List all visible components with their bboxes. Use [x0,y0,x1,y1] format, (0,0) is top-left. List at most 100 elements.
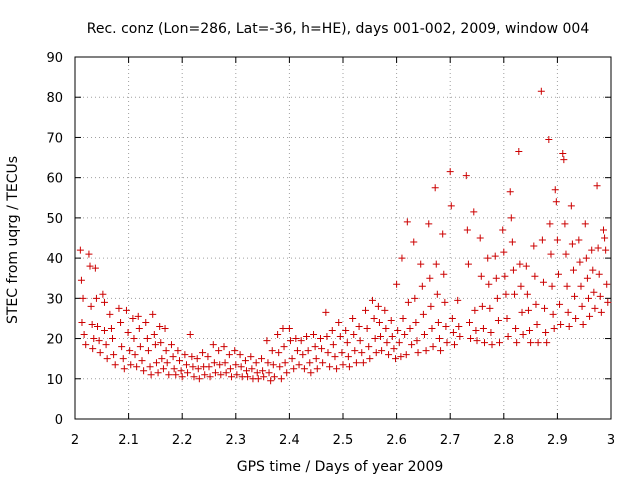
data-point [102,341,110,349]
data-point [515,148,523,156]
data-point [149,310,157,318]
data-point [237,363,245,371]
data-point [411,294,419,302]
data-point [268,347,276,355]
data-point [338,349,346,357]
x-tick-label: 2.6 [386,433,407,448]
data-point [169,353,177,361]
data-point [366,355,374,363]
data-point [226,365,234,373]
data-point [422,347,430,355]
data-point [383,339,391,347]
data-point [333,365,341,373]
data-point [476,234,484,242]
data-point [418,282,426,290]
data-point [446,168,454,176]
x-tick-labels: 2 2.1 2.2 2.3 2.4 2.5 2.6 2.7 2.8 2.9 3 [71,433,615,448]
data-point [157,339,165,347]
data-point [433,290,441,298]
data-point [550,325,558,332]
x-tick-label: 3 [607,433,615,448]
data-point [109,335,117,343]
data-point [131,351,139,359]
data-point [493,294,501,302]
data-point [225,351,233,359]
data-point [275,349,283,357]
data-point [269,361,277,369]
data-point [82,341,90,349]
data-point [576,258,584,266]
data-point [343,339,351,347]
data-point [601,234,609,242]
data-point [96,349,104,357]
data-point [215,347,223,355]
data-point [318,345,326,353]
data-point [359,359,367,367]
data-point [362,306,370,314]
data-point [106,310,114,318]
data-point [397,353,405,361]
data-point [588,246,596,254]
data-point [220,343,228,351]
data-point [263,337,271,345]
data-point [154,369,162,377]
data-point [189,363,197,371]
data-point [463,226,471,234]
data-point [441,298,449,306]
data-point [471,306,479,314]
data-point [508,238,516,246]
data-point [244,373,252,381]
data-point [216,361,224,369]
data-point [512,325,520,332]
data-point [428,325,436,332]
data-point [177,367,185,375]
data-point [336,333,344,341]
data-point [534,339,542,347]
data-point [484,254,492,262]
data-point [329,341,337,349]
data-point [77,276,85,284]
data-point [561,220,569,228]
data-point [186,331,194,339]
y-tick-label: 40 [46,252,63,267]
data-point [435,335,443,343]
data-point [115,304,123,312]
data-point [281,359,289,367]
x-tick-label: 2.3 [225,433,246,448]
data-point [103,355,111,363]
data-point [111,361,119,369]
data-point [174,347,182,355]
data-point [499,226,507,234]
data-point [581,220,589,228]
data-point [590,288,598,296]
y-axis-label: STEC from uqrg / TECUs [5,156,21,324]
data-point [193,355,201,363]
data-point [603,280,611,288]
data-point [393,280,401,288]
axis-ticks [74,56,612,420]
data-point [209,341,217,349]
y-tick-label: 80 [46,91,63,106]
data-point [523,290,531,298]
data-point [170,365,178,373]
data-point [501,272,509,280]
data-point [589,266,597,274]
data-point [91,264,99,272]
data-point [593,182,601,190]
data-point [547,250,555,258]
data-point [524,306,532,314]
data-point [487,329,495,337]
x-axis-label: GPS time / Days of year 2009 [237,459,444,475]
data-point [420,331,428,339]
data-point [326,363,334,371]
data-point [372,349,380,357]
data-point [78,318,86,326]
data-point [569,266,577,274]
data-point [565,322,573,330]
data-point [477,272,485,280]
data-point [324,349,332,357]
data-point [506,188,514,196]
data-point [596,292,604,300]
data-point [167,341,175,349]
